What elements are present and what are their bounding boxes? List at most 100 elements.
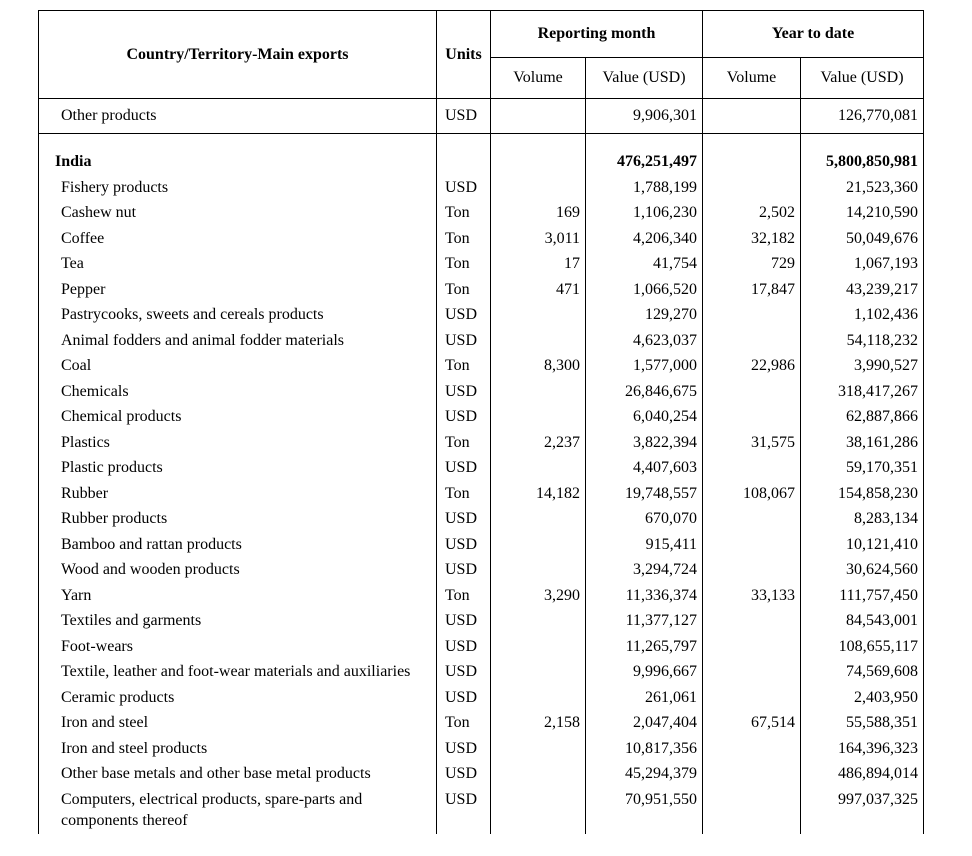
table-cell: USD <box>436 557 491 583</box>
table-cell: 5,800,850,981 <box>799 133 925 175</box>
table-row: Rubber Ton 14,182 19,748,557 108,067 154,858,… <box>38 480 925 506</box>
table-cell <box>490 378 586 404</box>
table-cell: USD <box>436 531 491 557</box>
table-cell <box>490 659 586 685</box>
table-cell <box>702 684 801 710</box>
table-cell: Ceramic products <box>38 684 437 710</box>
table-cell: USD <box>436 327 491 353</box>
table-cell: 59,170,351 <box>799 455 925 481</box>
table-cell: 318,417,267 <box>799 378 925 404</box>
table-cell: Ton <box>436 582 491 608</box>
table-cell: Bamboo and rattan products <box>38 531 437 557</box>
table-cell: 74,569,608 <box>799 659 925 685</box>
table-cell <box>490 98 586 134</box>
table-cell: Coal <box>38 353 437 379</box>
table-cell: Chemicals <box>38 378 437 404</box>
table-cell <box>490 302 586 328</box>
table-cell: 54,118,232 <box>799 327 925 353</box>
header-cell: Units <box>436 10 491 99</box>
table-row: Ceramic products USD 261,061 2,403,950 <box>38 684 925 710</box>
table-row: Yarn Ton 3,290 11,336,374 33,133 111,757,450 <box>38 582 925 608</box>
table-cell: Ton <box>436 480 491 506</box>
table-cell: 19,748,557 <box>585 480 703 506</box>
table-header: Country/Territory-Main exports Units Rep… <box>38 10 925 99</box>
subheader-cell: Volume <box>702 57 801 99</box>
table-cell: 17 <box>490 251 586 277</box>
table-cell <box>490 557 586 583</box>
table-cell <box>490 684 586 710</box>
table-row: Coffee Ton 3,011 4,206,340 32,182 50,049,676 <box>38 225 925 251</box>
table-cell <box>490 531 586 557</box>
table-row: Computers, electrical products, spare-pa… <box>38 786 925 834</box>
table-cell: USD <box>436 633 491 659</box>
table-cell: USD <box>436 174 491 200</box>
table-cell: 21,523,360 <box>799 174 925 200</box>
table-cell: 997,037,325 <box>799 786 925 834</box>
table-cell <box>702 659 801 685</box>
table-cell <box>490 633 586 659</box>
table-cell: 3,822,394 <box>585 429 703 455</box>
table-body: Other products USD 9,906,301 126,770,081 Ind… <box>38 98 925 834</box>
table-cell: 915,411 <box>585 531 703 557</box>
table-cell: 8,300 <box>490 353 586 379</box>
table-cell: 476,251,497 <box>585 133 703 175</box>
table-cell: 31,575 <box>702 429 801 455</box>
table-cell: USD <box>436 684 491 710</box>
table-row: Bamboo and rattan products USD 915,411 10,1… <box>38 531 925 557</box>
table-cell: 3,294,724 <box>585 557 703 583</box>
table-cell: Iron and steel products <box>38 735 437 761</box>
table-cell: Ton <box>436 710 491 736</box>
table-cell: Fishery products <box>38 174 437 200</box>
table-cell: 45,294,379 <box>585 761 703 787</box>
table-cell: 70,951,550 <box>585 786 703 834</box>
table-cell: 2,237 <box>490 429 586 455</box>
table-cell: 14,182 <box>490 480 586 506</box>
table-cell <box>702 735 801 761</box>
table-cell <box>490 174 586 200</box>
table-row: Chemical products USD 6,040,254 62,887,866 <box>38 404 925 430</box>
header-cell: Reporting month <box>490 10 703 58</box>
table-cell: Iron and steel <box>38 710 437 736</box>
table-cell: 10,817,356 <box>585 735 703 761</box>
table-cell: 22,986 <box>702 353 801 379</box>
table-cell <box>490 735 586 761</box>
table-cell: 4,407,603 <box>585 455 703 481</box>
subheader-cell: Value (USD) <box>585 57 703 99</box>
table-cell: 30,624,560 <box>799 557 925 583</box>
table-cell: 62,887,866 <box>799 404 925 430</box>
table-cell: Textile, leather and foot-wear materials… <box>38 659 437 685</box>
table-cell: 670,070 <box>585 506 703 532</box>
table-cell: Pepper <box>38 276 437 302</box>
table-cell <box>490 133 586 175</box>
table-cell <box>702 133 801 175</box>
subheader-cell: Value (USD) <box>799 57 925 99</box>
table-cell: 3,290 <box>490 582 586 608</box>
table-cell <box>490 327 586 353</box>
table-cell: 41,754 <box>585 251 703 277</box>
table-cell <box>702 455 801 481</box>
table-cell: 9,906,301 <box>585 98 703 134</box>
table-cell: 486,894,014 <box>799 761 925 787</box>
table-cell: 67,514 <box>702 710 801 736</box>
header-cell: Year to date <box>701 10 925 58</box>
table-cell: Wood and wooden products <box>38 557 437 583</box>
table-cell: USD <box>436 455 491 481</box>
table-cell: Cashew nut <box>38 200 437 226</box>
table-cell: 50,049,676 <box>799 225 925 251</box>
table-cell: Rubber <box>38 480 437 506</box>
table-row: Other base metals and other base metal p… <box>38 761 925 787</box>
table-cell: 1,102,436 <box>799 302 925 328</box>
table-row: Plastic products USD 4,407,603 59,170,351 <box>38 455 925 481</box>
table-cell: 4,206,340 <box>585 225 703 251</box>
table-cell: USD <box>436 659 491 685</box>
table-cell: Other products <box>38 98 437 134</box>
table-cell: India <box>38 133 437 175</box>
table-cell: 2,502 <box>702 200 801 226</box>
table-cell: 3,990,527 <box>799 353 925 379</box>
table-cell <box>702 761 801 787</box>
header-cell: Country/Territory-Main exports <box>38 10 437 99</box>
table-cell: 11,377,127 <box>585 608 703 634</box>
table-cell <box>490 761 586 787</box>
table-row: Chemicals USD 26,846,675 318,417,267 <box>38 378 925 404</box>
table-cell <box>490 786 586 834</box>
